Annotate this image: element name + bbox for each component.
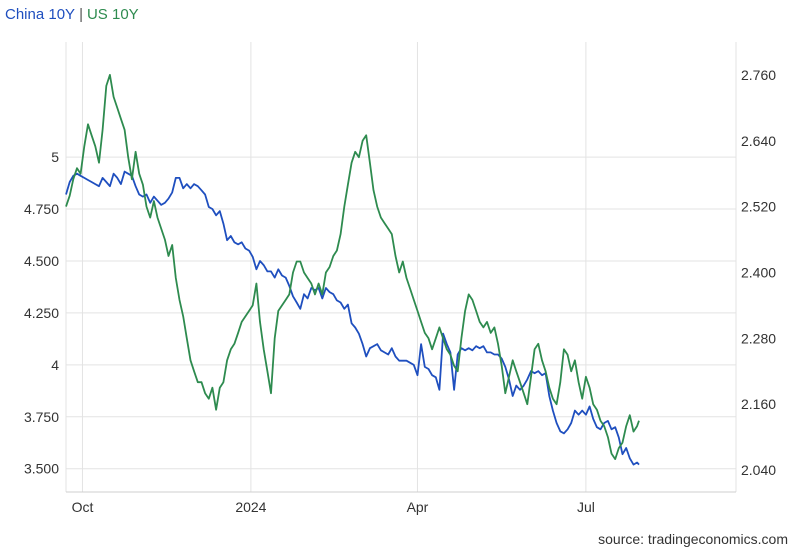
- right-axis-tick-label: 2.280: [741, 330, 776, 346]
- right-axis-tick-label: 2.760: [741, 67, 776, 83]
- left-axis-tick-label: 3.750: [24, 409, 59, 425]
- right-axis-tick-label: 2.040: [741, 462, 776, 478]
- legend: China 10Y | US 10Y: [5, 6, 139, 23]
- right-axis-tick-label: 2.160: [741, 396, 776, 412]
- legend-china-10y[interactable]: US 10Y: [86, 6, 139, 23]
- axis-ticks: 3.500 3.750 4 4.250 4.500 4.750 5 2.040 2.160 2.2…: [24, 67, 776, 515]
- left-axis-tick-label: 4.250: [24, 305, 59, 321]
- right-axis-tick-label: 2.640: [741, 133, 776, 149]
- legend-us-10y[interactable]: China 10Y: [5, 6, 76, 23]
- left-axis-tick-label: 4.500: [24, 253, 59, 269]
- series-lines: [65, 74, 640, 466]
- right-axis-tick-label: 2.400: [741, 264, 776, 280]
- legend-separator: |: [79, 6, 83, 23]
- grid-lines: [65, 42, 737, 493]
- left-axis-tick-label: 3.500: [24, 461, 59, 477]
- series-line-us-10y[interactable]: [65, 170, 640, 466]
- right-axis-tick-label: 2.520: [741, 199, 776, 215]
- left-axis-tick-label: 5: [51, 149, 59, 165]
- source-label: source: tradingeconomics.com: [598, 531, 788, 547]
- left-axis-tick-label: 4.750: [24, 201, 59, 217]
- x-axis-tick-label: 2024: [235, 499, 266, 515]
- x-axis-tick-label: Jul: [577, 499, 595, 515]
- series-line-china-10y[interactable]: [65, 74, 640, 460]
- x-axis-tick-label: Oct: [72, 499, 94, 515]
- x-axis-tick-label: Apr: [407, 499, 429, 515]
- left-axis-tick-label: 4: [51, 357, 59, 373]
